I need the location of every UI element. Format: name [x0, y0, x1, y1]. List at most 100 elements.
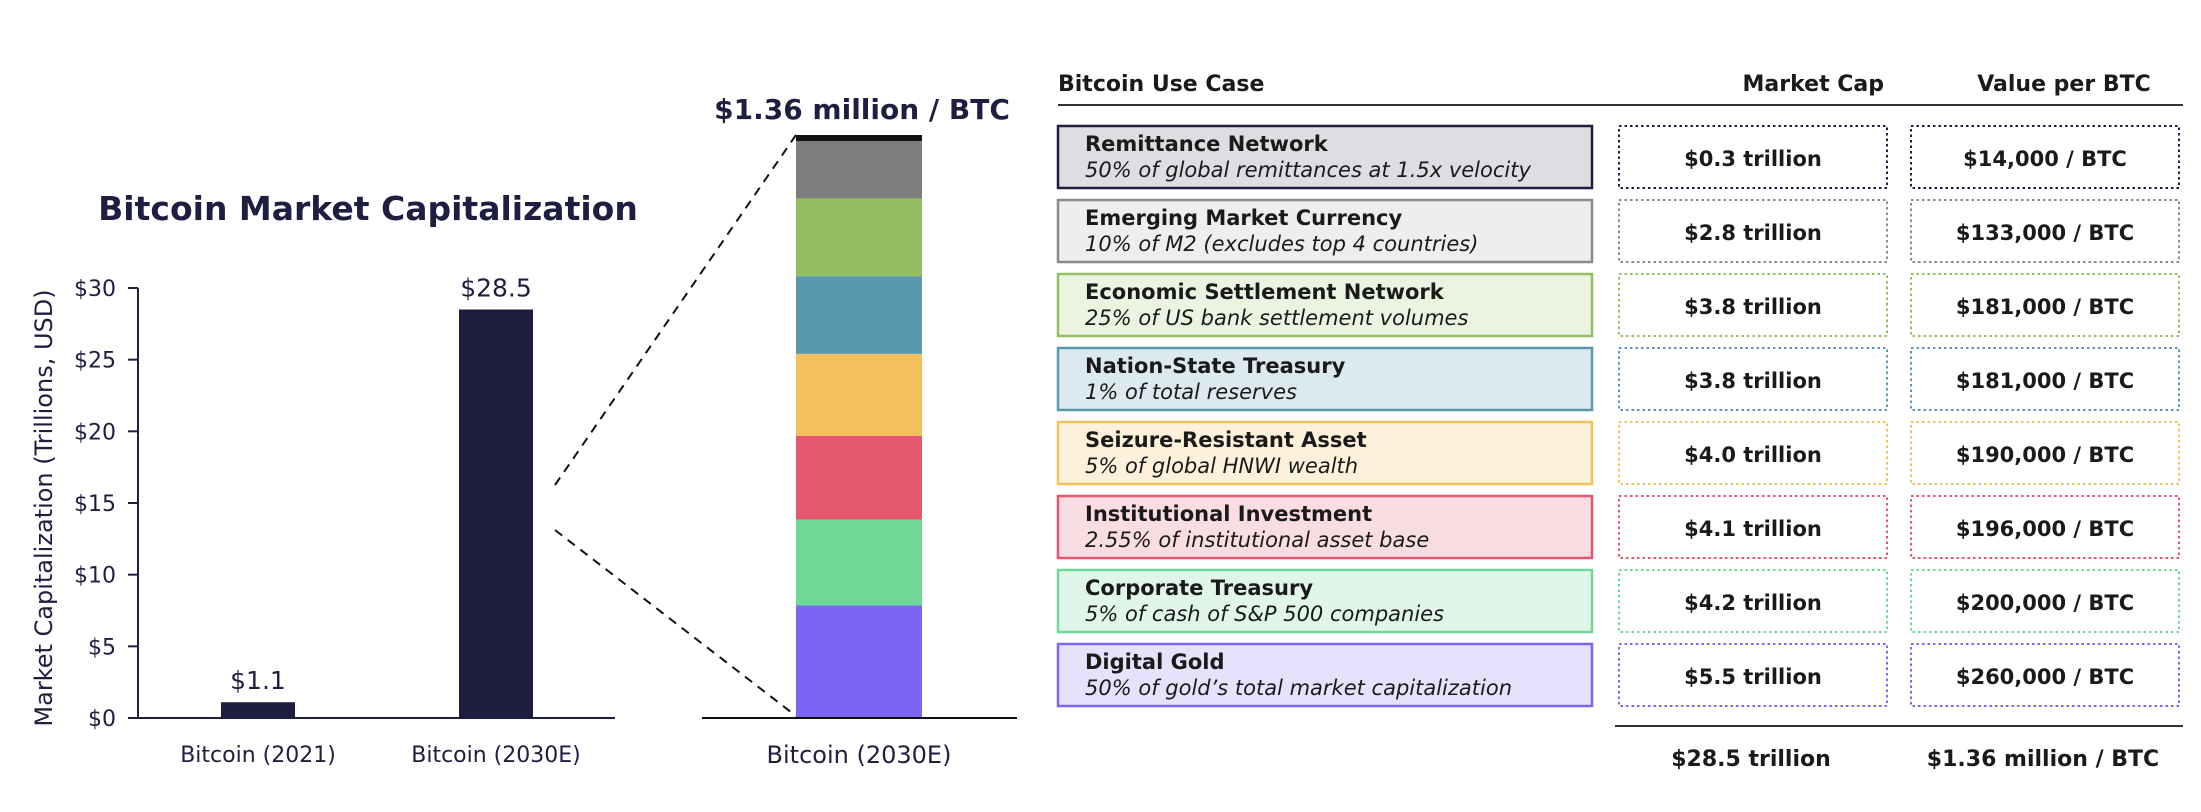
y-tick-label: $20	[74, 420, 116, 445]
stack-segment	[796, 353, 922, 436]
value-per-btc-value: $181,000 / BTC	[1956, 295, 2134, 319]
stacked-breakdown-chart: $1.36 million / BTC Bitcoin (2030E)	[702, 93, 1017, 769]
value-per-btc-box	[1910, 569, 2180, 633]
value-per-btc-value: $190,000 / BTC	[1956, 443, 2134, 467]
market-cap-box	[1618, 199, 1888, 263]
use-case-box	[1056, 346, 1594, 412]
zoom-connector-bottom	[554, 529, 797, 717]
use-case-box	[1056, 568, 1594, 634]
use-case-box	[1056, 198, 1594, 264]
use-case-description: 5% of cash of S&P 500 companies	[1085, 602, 1444, 626]
value-per-btc-box	[1910, 643, 2180, 707]
stacked-title: $1.36 million / BTC	[714, 93, 1010, 126]
use-case-name: Corporate Treasury	[1085, 576, 1313, 600]
value-per-btc-value: $260,000 / BTC	[1956, 665, 2134, 689]
value-per-btc-value: $181,000 / BTC	[1956, 369, 2134, 393]
stack-segments	[796, 135, 922, 718]
use-case-description: 1% of total reserves	[1085, 380, 1297, 404]
use-case-name: Digital Gold	[1085, 650, 1224, 674]
market-cap-value: $3.8 trillion	[1684, 295, 1822, 319]
market-cap-box	[1618, 421, 1888, 485]
y-tick-label: $25	[74, 349, 116, 374]
market-cap-value: $2.8 trillion	[1684, 221, 1822, 245]
y-axis-ticks: $0 $5 $10 $15 $20 $25 $30	[74, 277, 138, 732]
market-cap-value: $3.8 trillion	[1684, 369, 1822, 393]
market-cap-value: $4.2 trillion	[1684, 591, 1822, 615]
x-category-label: Bitcoin (2021)	[180, 743, 336, 768]
market-cap-box	[1618, 495, 1888, 559]
use-case-description: 10% of M2 (excludes top 4 countries)	[1085, 232, 1478, 256]
use-case-name: Nation-State Treasury	[1085, 354, 1346, 378]
use-case-description: 5% of global HNWI wealth	[1085, 454, 1358, 478]
y-tick-label: $15	[74, 492, 116, 517]
y-tick-label: $30	[74, 277, 116, 302]
value-per-btc-box	[1910, 495, 2180, 559]
use-case-name: Institutional Investment	[1085, 502, 1372, 526]
total-market-cap: $28.5 trillion	[1671, 747, 1831, 772]
stack-segment	[796, 135, 922, 142]
stack-segment	[796, 198, 922, 277]
value-per-btc-box	[1910, 421, 2180, 485]
use-case-description: 50% of global remittances at 1.5x veloci…	[1085, 158, 1531, 182]
market-cap-box	[1618, 643, 1888, 707]
value-per-btc-value: $14,000 / BTC	[1963, 147, 2127, 171]
stack-segment	[796, 605, 922, 718]
bar-value-label: $1.1	[230, 666, 286, 695]
y-tick-label: $10	[74, 564, 116, 589]
use-case-name: Economic Settlement Network	[1085, 280, 1445, 304]
market-cap-box	[1618, 347, 1888, 411]
market-cap-value: $0.3 trillion	[1684, 147, 1822, 171]
header-value-per-btc: Value per BTC	[1977, 72, 2151, 97]
use-case-box	[1056, 124, 1594, 190]
y-axis-label: Market Capitalization (Trillions, USD)	[30, 289, 58, 726]
value-per-btc-value: $200,000 / BTC	[1956, 591, 2134, 615]
bar	[459, 309, 533, 718]
stack-segment	[796, 276, 922, 354]
stack-segment	[796, 519, 922, 606]
value-per-btc-value: $133,000 / BTC	[1956, 221, 2134, 245]
stacked-category-label: Bitcoin (2030E)	[767, 741, 952, 769]
use-case-box	[1056, 642, 1594, 708]
market-cap-value: $5.5 trillion	[1684, 665, 1822, 689]
y-tick-label: $0	[88, 707, 116, 732]
market-cap-box	[1618, 273, 1888, 337]
use-case-box	[1056, 494, 1594, 560]
market-cap-bar-chart: Bitcoin Market Capitalization Market Cap…	[30, 189, 638, 768]
use-case-box	[1056, 420, 1594, 486]
bar-value-label: $28.5	[460, 274, 532, 303]
use-case-description: 50% of gold’s total market capitalizatio…	[1085, 676, 1512, 700]
use-case-description: 2.55% of institutional asset base	[1085, 528, 1429, 552]
value-per-btc-box	[1910, 199, 2180, 263]
stack-segment	[796, 435, 922, 520]
header-market-cap: Market Cap	[1743, 72, 1884, 97]
y-tick-label: $5	[88, 635, 116, 660]
header-use-case: Bitcoin Use Case	[1058, 72, 1264, 97]
use-case-name: Remittance Network	[1085, 132, 1329, 156]
market-cap-box	[1618, 569, 1888, 633]
stack-segment	[796, 141, 922, 199]
market-cap-value: $4.1 trillion	[1684, 517, 1822, 541]
market-cap-box	[1618, 125, 1888, 189]
bars-group: $1.1 Bitcoin (2021) $28.5 Bitcoin (2030E)	[180, 274, 581, 769]
bar	[221, 702, 295, 718]
value-per-btc-box	[1910, 347, 2180, 411]
use-case-name: Emerging Market Currency	[1085, 206, 1402, 230]
zoom-connector-top	[554, 134, 797, 486]
value-per-btc-value: $196,000 / BTC	[1956, 517, 2134, 541]
value-per-btc-box	[1910, 125, 2180, 189]
total-value-per-btc: $1.36 million / BTC	[1927, 747, 2159, 772]
market-cap-value: $4.0 trillion	[1684, 443, 1822, 467]
use-case-table: Bitcoin Use Case Market Cap Value per BT…	[1056, 72, 2183, 772]
use-case-description: 25% of US bank settlement volumes	[1085, 306, 1468, 330]
use-case-box	[1056, 272, 1594, 338]
